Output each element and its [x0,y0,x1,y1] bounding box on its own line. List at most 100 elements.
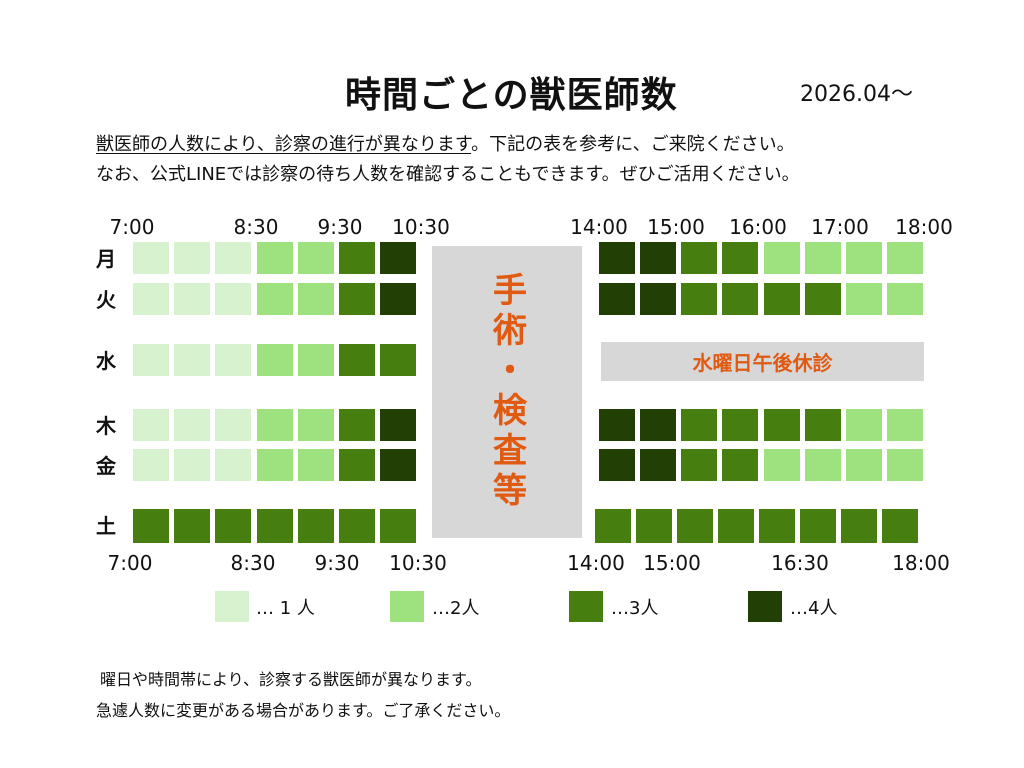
pm-slot-cell [595,509,631,543]
pm-slot-cell [846,449,882,481]
am-slot-cell [380,242,416,274]
time-label-bottom-pm: 18:00 [892,551,950,575]
am-slot-cell [257,283,293,315]
am-slot-cell [174,344,210,376]
am-slot-cell [339,509,375,543]
pm-slot-cell [599,283,635,315]
am-slot-cell [339,344,375,376]
time-label-bottom-am: 8:30 [230,551,276,575]
am-slot-cell [133,409,169,441]
pm-slot-cell [722,449,758,481]
intro-line-2: なお、公式LINEでは診察の待ち人数を確認することもできます。ぜひご活用ください… [96,164,800,185]
page-title: 時間ごとの獣医師数 [345,75,678,116]
surgery-label: 手術・検査等 [486,272,527,512]
am-slot-cell [174,449,210,481]
closed-label: 水曜日午後休診 [692,351,833,375]
time-label-top-pm: 16:00 [729,215,787,239]
legend-swatch [748,591,782,622]
time-label-top-am: 7:00 [109,215,155,239]
pm-slot-cell [882,509,918,543]
am-slot-cell [257,242,293,274]
pm-slot-cell [805,283,841,315]
pm-slot-cell [887,409,923,441]
am-slot-cell [380,449,416,481]
am-slot-cell [339,409,375,441]
pm-slot-cell [764,409,800,441]
am-slot-cell [298,344,334,376]
pm-slot-cell [718,509,754,543]
am-slot-cell [215,409,251,441]
day-label: 木 [96,414,116,438]
pm-slot-cell [640,242,676,274]
pm-slot-cell [887,449,923,481]
am-slot-cell [215,509,251,543]
am-slot-cell [380,344,416,376]
am-slot-cell [339,283,375,315]
intro-text-rest: 。下記の表を参考に、ご来院ください。 [471,134,795,155]
am-slot-cell [380,409,416,441]
pm-slot-cell [681,242,717,274]
time-label-top-pm: 17:00 [811,215,869,239]
am-slot-cell [215,449,251,481]
pm-slot-cell [759,509,795,543]
pm-slot-cell [764,449,800,481]
note-line-1: 曜日や時間帯により、診察する獣医師が異なります。 [100,670,482,689]
pm-slot-cell [599,449,635,481]
legend-swatch [390,591,424,622]
pm-slot-cell [805,449,841,481]
am-slot-cell [215,283,251,315]
time-label-bottom-am: 7:00 [107,551,153,575]
am-slot-cell [298,409,334,441]
pm-slot-cell [636,509,672,543]
am-slot-cell [174,509,210,543]
time-label-top-am: 8:30 [233,215,279,239]
intro-line-1: 獣医師の人数により、診察の進行が異なります。下記の表を参考に、ご来院ください。 [96,130,795,156]
pm-slot-cell [805,409,841,441]
day-label: 月 [96,247,116,271]
legend-swatch [215,591,249,622]
am-slot-cell [257,509,293,543]
am-slot-cell [133,449,169,481]
pm-slot-cell [640,283,676,315]
pm-slot-cell [599,409,635,441]
legend-label: …3人 [611,598,659,619]
time-label-bottom-pm: 15:00 [643,551,701,575]
intro-underlined-text: 獣医師の人数により、診察の進行が異なります [96,134,472,155]
am-slot-cell [174,283,210,315]
day-label: 火 [96,288,116,312]
time-label-bottom-pm: 14:00 [567,551,625,575]
pm-slot-cell [764,283,800,315]
pm-slot-cell [887,283,923,315]
am-slot-cell [380,283,416,315]
pm-slot-cell [640,449,676,481]
time-label-bottom-pm: 16:30 [771,551,829,575]
day-label: 水 [96,349,116,373]
pm-slot-cell [887,242,923,274]
pm-slot-cell [681,283,717,315]
am-slot-cell [380,509,416,543]
effective-date: 2026.04〜 [800,82,913,107]
am-slot-cell [174,242,210,274]
time-label-top-am: 10:30 [392,215,450,239]
pm-slot-cell [599,242,635,274]
am-slot-cell [257,344,293,376]
am-slot-cell [298,449,334,481]
am-slot-cell [339,449,375,481]
pm-slot-cell [846,409,882,441]
time-label-bottom-am: 9:30 [314,551,360,575]
am-slot-cell [215,242,251,274]
pm-slot-cell [722,283,758,315]
day-label: 土 [96,514,116,538]
pm-slot-cell [800,509,836,543]
legend-label: …2人 [432,598,480,619]
am-slot-cell [133,344,169,376]
time-label-top-pm: 18:00 [895,215,953,239]
am-slot-cell [257,409,293,441]
am-slot-cell [133,242,169,274]
pm-slot-cell [681,409,717,441]
pm-slot-cell [805,242,841,274]
time-label-top-pm: 15:00 [647,215,705,239]
surgery-block: 手術・検査等 [432,246,582,538]
time-label-top-pm: 14:00 [570,215,628,239]
legend-label: …4人 [790,598,838,619]
